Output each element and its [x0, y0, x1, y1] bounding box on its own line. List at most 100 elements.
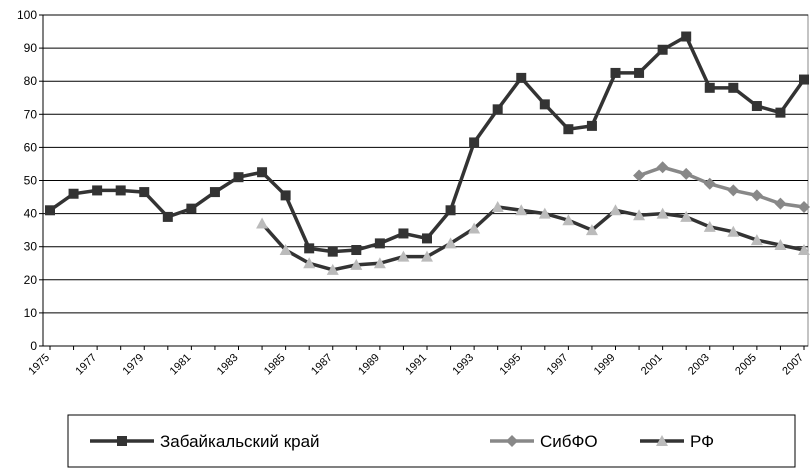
x-tick-label: 1997	[545, 352, 571, 378]
y-tick-label: 40	[24, 207, 38, 221]
point	[139, 187, 150, 198]
x-tick-label: 2001	[639, 352, 665, 378]
point	[539, 99, 550, 110]
point	[538, 207, 551, 219]
y-tick-label: 60	[24, 140, 38, 154]
point	[374, 238, 385, 249]
point	[703, 177, 716, 190]
x-tick-label: 1995	[498, 352, 524, 378]
legend-label: СибФО	[540, 432, 598, 451]
point	[657, 44, 668, 55]
x-tick-label: 2005	[733, 352, 759, 378]
point	[68, 188, 79, 199]
point	[444, 237, 457, 249]
point	[775, 107, 786, 118]
legend-label: Забайкальский край	[160, 432, 320, 451]
point	[92, 185, 103, 196]
x-tick-label: 2003	[686, 352, 712, 378]
point	[656, 161, 669, 174]
y-tick-label: 70	[24, 107, 38, 121]
point	[397, 250, 410, 262]
point	[751, 101, 762, 112]
x-tick-label: 1977	[73, 352, 99, 378]
x-tick-label: 1985	[262, 352, 288, 378]
point	[279, 244, 292, 256]
point	[468, 222, 481, 234]
point	[774, 239, 787, 251]
point	[633, 169, 646, 182]
point	[233, 172, 244, 183]
point	[351, 245, 362, 256]
point	[422, 233, 432, 244]
point	[257, 167, 268, 178]
legend-marker	[506, 435, 518, 447]
point	[681, 31, 692, 42]
point	[585, 224, 598, 236]
point	[491, 200, 504, 212]
point	[610, 67, 621, 78]
point	[303, 257, 316, 269]
point	[727, 225, 740, 237]
point	[562, 214, 575, 226]
point	[469, 137, 480, 148]
y-tick-label: 30	[24, 240, 38, 254]
point	[798, 200, 810, 213]
y-tick-label: 80	[24, 74, 38, 88]
point	[304, 243, 315, 254]
x-tick-label: 1979	[121, 352, 147, 378]
point	[350, 258, 363, 270]
y-tick-label: 100	[17, 8, 37, 22]
point	[445, 205, 456, 216]
point	[704, 82, 715, 93]
point	[680, 210, 693, 222]
point	[186, 203, 197, 214]
x-tick-label: 1983	[215, 352, 241, 378]
y-tick-label: 20	[24, 273, 38, 287]
point	[680, 167, 693, 180]
y-tick-label: 10	[24, 306, 38, 320]
point	[703, 220, 716, 232]
point	[516, 72, 527, 83]
x-tick-label: 1975	[26, 352, 52, 378]
point	[727, 184, 740, 197]
point	[750, 234, 763, 246]
point	[398, 228, 409, 239]
point	[45, 205, 55, 216]
point	[327, 246, 338, 257]
point	[162, 211, 173, 222]
point	[634, 67, 645, 78]
point	[326, 263, 339, 275]
point	[656, 207, 669, 219]
x-tick-label: 1993	[450, 352, 476, 378]
point	[421, 250, 433, 262]
x-tick-label: 1981	[168, 352, 194, 378]
x-tick-label: 2007	[780, 352, 806, 378]
point	[750, 189, 763, 202]
legend-marker	[117, 436, 127, 446]
point	[256, 217, 269, 229]
y-tick-label: 0	[30, 339, 37, 353]
point	[209, 187, 220, 198]
point	[280, 190, 291, 201]
x-tick-label: 1991	[403, 352, 429, 378]
point	[633, 209, 646, 221]
point	[515, 204, 528, 216]
point	[798, 244, 810, 256]
point	[586, 120, 597, 131]
point	[115, 185, 126, 196]
point	[799, 74, 809, 85]
y-tick-label: 90	[24, 41, 38, 55]
legend-marker	[656, 435, 668, 446]
x-tick-label: 1987	[309, 352, 335, 378]
point	[728, 82, 739, 93]
x-tick-label: 1989	[356, 352, 382, 378]
series-line	[260, 205, 805, 272]
point	[563, 124, 574, 135]
y-tick-label: 50	[24, 174, 38, 188]
point	[373, 257, 386, 269]
point	[609, 204, 622, 216]
legend-label: РФ	[690, 432, 714, 451]
point	[492, 104, 503, 115]
point	[774, 197, 787, 210]
